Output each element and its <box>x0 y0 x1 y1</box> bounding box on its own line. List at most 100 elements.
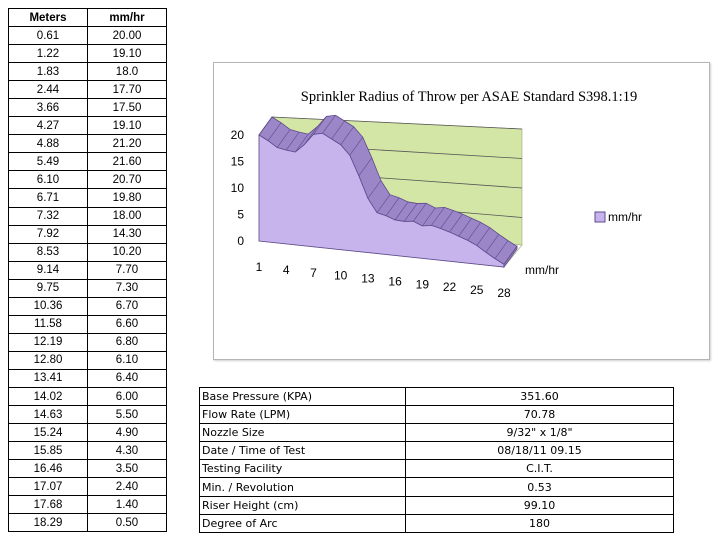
cell-meters: 9.14 <box>8 260 88 280</box>
table-row: 10.36 6.70 <box>8 296 167 316</box>
cell-meters: 0.61 <box>8 26 88 46</box>
props-body: Base Pressure (KPA) 351.60 Flow Rate (LPM)… <box>199 386 674 533</box>
cell-meters: 17.68 <box>8 495 88 515</box>
cell-mmhr: 4.30 <box>87 441 167 461</box>
cell-mmhr: 7.70 <box>87 260 167 280</box>
x-tick-label: 1 <box>256 260 263 274</box>
table-row: 7.32 18.00 <box>8 206 167 226</box>
cell-meters: 15.85 <box>8 441 88 461</box>
cell-meters: 17.07 <box>8 477 88 497</box>
area-segment <box>440 210 454 229</box>
area-segment <box>385 197 400 216</box>
area-chart-3d: Sprinkler Radius of Throw per ASAE Stand… <box>231 89 642 300</box>
prop-value: 0.53 <box>405 477 674 497</box>
area-segment <box>422 207 436 227</box>
depth-axis-label: mm/hr <box>525 263 559 277</box>
cell-meters: 15.24 <box>8 423 88 443</box>
table-row: 4.88 21.20 <box>8 134 167 154</box>
table-row: 18.29 0.50 <box>8 513 167 533</box>
cell-meters: 4.88 <box>8 134 88 154</box>
props-row: Nozzle Size 9/32" x 1/8" <box>199 423 674 443</box>
area-segment <box>367 180 382 199</box>
cell-meters: 14.02 <box>8 386 88 407</box>
prop-value: 9/32" x 1/8" <box>405 423 674 443</box>
table-row: 17.68 1.40 <box>8 495 167 515</box>
area-segment <box>485 234 500 253</box>
cell-mmhr: 18.0 <box>87 62 167 82</box>
cell-mmhr: 5.50 <box>87 405 167 425</box>
cell-mmhr: 6.00 <box>87 386 167 407</box>
cell-mmhr: 14.30 <box>87 224 167 244</box>
x-tick-label: 7 <box>310 266 317 280</box>
cell-meters: 6.71 <box>8 188 88 208</box>
cell-meters: 8.53 <box>8 242 88 262</box>
table-row: 12.19 6.80 <box>8 332 167 352</box>
area-segment <box>449 213 463 233</box>
table-row: 15.24 4.90 <box>8 423 167 443</box>
cell-meters: 11.58 <box>8 314 88 334</box>
cell-mmhr: 6.70 <box>87 296 167 316</box>
meters-mmhr-table: Meters mm/hr 0.61 20.00 1.22 19.10 1.83 18.0 2… <box>8 7 167 533</box>
cell-mmhr: 20.00 <box>87 26 167 46</box>
test-properties-table: Base Pressure (KPA) 351.60 Flow Rate (LPM)… <box>199 386 674 533</box>
area-segment <box>295 133 309 153</box>
cell-meters: 7.32 <box>8 206 88 226</box>
area-segment <box>313 116 327 135</box>
prop-value: 08/18/11 09.15 <box>405 441 674 461</box>
table-row: 1.22 19.10 <box>8 44 167 64</box>
y-tick-label: 20 <box>231 128 245 142</box>
cell-mmhr: 21.20 <box>87 134 167 154</box>
y-tick-label: 0 <box>237 234 244 248</box>
x-tick-label: 13 <box>361 272 375 286</box>
prop-value: 180 <box>405 513 674 533</box>
cell-meters: 6.10 <box>8 170 88 190</box>
cell-meters: 4.27 <box>8 116 88 136</box>
cell-mmhr: 19.80 <box>87 188 167 208</box>
cell-meters: 1.22 <box>8 44 88 64</box>
prop-label: Flow Rate (LPM) <box>199 405 406 425</box>
y-tick-label: 10 <box>231 181 245 195</box>
table-row: 2.44 17.70 <box>8 80 167 100</box>
props-row: Date / Time of Test 08/18/11 09.15 <box>199 441 674 461</box>
cell-mmhr: 6.10 <box>87 350 167 370</box>
props-row: Testing Facility C.I.T. <box>199 459 674 479</box>
cell-mmhr: 6.80 <box>87 332 167 352</box>
props-row: Riser Height (cm) 99.10 <box>199 495 674 515</box>
cell-mmhr: 4.90 <box>87 423 167 443</box>
area-segment <box>276 129 291 148</box>
area-segment <box>458 218 472 237</box>
prop-label: Degree of Arc <box>199 513 406 533</box>
prop-label: Min. / Revolution <box>199 477 406 497</box>
table-row: 9.75 7.30 <box>8 278 167 298</box>
table-row: 0.61 20.00 <box>8 26 167 46</box>
cell-mmhr: 21.60 <box>87 152 167 172</box>
prop-label: Riser Height (cm) <box>199 495 406 515</box>
header-mmhr: mm/hr <box>87 7 167 28</box>
area-segment <box>322 115 336 134</box>
table-row: 9.14 7.70 <box>8 260 167 280</box>
cell-mmhr: 2.40 <box>87 477 167 497</box>
cell-mmhr: 20.70 <box>87 170 167 190</box>
table-row: 8.53 10.20 <box>8 242 167 262</box>
cell-meters: 16.46 <box>8 459 88 479</box>
legend-swatch <box>594 211 606 223</box>
area-segment <box>403 203 418 222</box>
prop-label: Base Pressure (KPA) <box>199 386 406 407</box>
header-meters: Meters <box>8 7 88 28</box>
x-tick-label: 10 <box>334 269 348 283</box>
table-row: 14.02 6.00 <box>8 386 167 407</box>
table-row: 3.66 17.50 <box>8 98 167 118</box>
table-row: 13.41 6.40 <box>8 368 167 388</box>
table-row: 1.83 18.0 <box>8 62 167 82</box>
gridline <box>271 116 523 130</box>
table-row: 4.27 19.10 <box>8 116 167 136</box>
table-row: 17.07 2.40 <box>8 477 167 497</box>
table-header-row: Meters mm/hr <box>8 7 167 28</box>
area-segment <box>358 157 373 176</box>
cell-mmhr: 6.40 <box>87 368 167 388</box>
prop-value: 70.78 <box>405 405 674 425</box>
cell-meters: 10.36 <box>8 296 88 316</box>
cell-mmhr: 19.10 <box>87 44 167 64</box>
cell-meters: 5.49 <box>8 152 88 172</box>
x-tick-label: 16 <box>388 274 402 288</box>
